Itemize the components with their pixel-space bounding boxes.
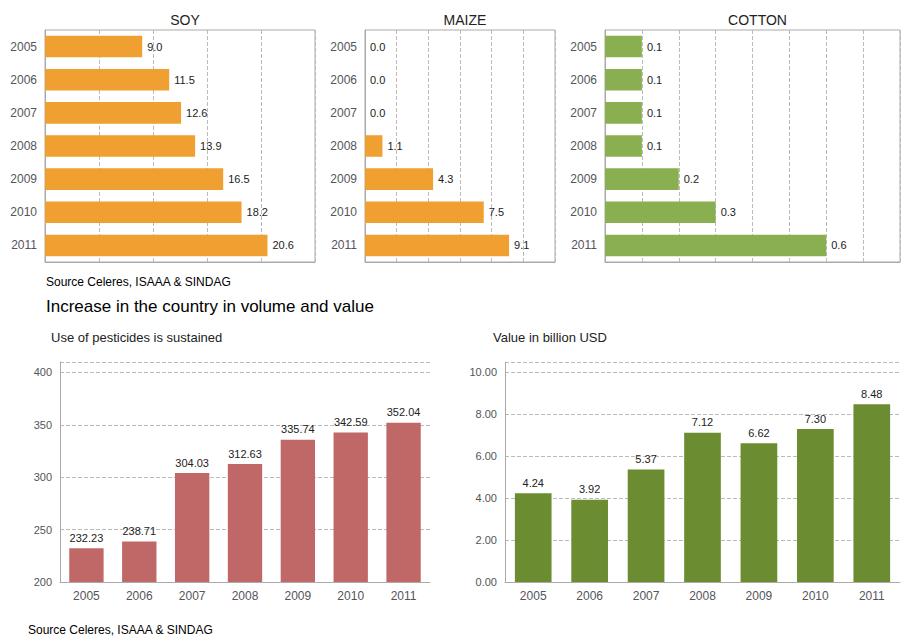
svg-text:304.03: 304.03 bbox=[175, 457, 209, 469]
svg-text:2007: 2007 bbox=[633, 589, 660, 603]
svg-text:2006: 2006 bbox=[126, 589, 153, 603]
svg-text:0.1: 0.1 bbox=[647, 41, 662, 53]
svg-text:7.12: 7.12 bbox=[692, 416, 713, 428]
svg-text:16.5: 16.5 bbox=[228, 173, 249, 185]
svg-text:0.1: 0.1 bbox=[647, 74, 662, 86]
svg-text:232.23: 232.23 bbox=[70, 532, 104, 544]
svg-text:2009: 2009 bbox=[570, 172, 597, 186]
svg-text:2010: 2010 bbox=[570, 205, 597, 219]
svg-text:0.0: 0.0 bbox=[370, 41, 385, 53]
svg-text:2010: 2010 bbox=[330, 205, 357, 219]
svg-text:8.48: 8.48 bbox=[861, 388, 882, 400]
svg-text:9.0: 9.0 bbox=[147, 41, 162, 53]
svg-text:4.3: 4.3 bbox=[438, 173, 453, 185]
svg-text:2011: 2011 bbox=[859, 589, 885, 603]
svg-text:0.2: 0.2 bbox=[684, 173, 699, 185]
svg-text:2005: 2005 bbox=[520, 589, 547, 603]
svg-text:2005: 2005 bbox=[330, 40, 357, 54]
svg-text:2006: 2006 bbox=[576, 589, 603, 603]
svg-text:0.0: 0.0 bbox=[370, 74, 385, 86]
svg-text:20.6: 20.6 bbox=[272, 239, 293, 251]
svg-text:0.0: 0.0 bbox=[370, 107, 385, 119]
svg-text:4.24: 4.24 bbox=[523, 477, 544, 489]
svg-text:2011: 2011 bbox=[11, 238, 37, 252]
svg-text:12.6: 12.6 bbox=[186, 107, 207, 119]
svg-text:4.00: 4.00 bbox=[476, 492, 497, 504]
svg-text:Increase in the country in vol: Increase in the country in volume and va… bbox=[46, 297, 374, 316]
svg-text:2.00: 2.00 bbox=[476, 534, 497, 546]
svg-text:2011: 2011 bbox=[391, 589, 417, 603]
svg-text:6.00: 6.00 bbox=[476, 450, 497, 462]
svg-text:350: 350 bbox=[34, 419, 52, 431]
svg-text:6.62: 6.62 bbox=[748, 427, 769, 439]
svg-text:2009: 2009 bbox=[330, 172, 357, 186]
svg-text:13.9: 13.9 bbox=[200, 140, 221, 152]
svg-text:5.37: 5.37 bbox=[635, 453, 656, 465]
svg-text:2007: 2007 bbox=[179, 589, 206, 603]
svg-text:2011: 2011 bbox=[331, 238, 357, 252]
svg-text:2006: 2006 bbox=[10, 73, 37, 87]
svg-text:Use of pesticides is sustained: Use of pesticides is sustained bbox=[51, 330, 222, 345]
svg-text:2010: 2010 bbox=[10, 205, 37, 219]
svg-text:Source Celeres, ISAAA & SINDAG: Source Celeres, ISAAA & SINDAG bbox=[46, 275, 231, 289]
svg-text:312.63: 312.63 bbox=[228, 448, 262, 460]
svg-text:2006: 2006 bbox=[330, 73, 357, 87]
svg-text:0.3: 0.3 bbox=[721, 206, 736, 218]
svg-text:2006: 2006 bbox=[570, 73, 597, 87]
svg-text:2010: 2010 bbox=[337, 589, 364, 603]
svg-text:342.59: 342.59 bbox=[334, 416, 368, 428]
svg-text:2007: 2007 bbox=[330, 106, 357, 120]
svg-text:400: 400 bbox=[34, 366, 52, 378]
svg-text:300: 300 bbox=[34, 471, 52, 483]
svg-text:7.30: 7.30 bbox=[805, 413, 826, 425]
svg-text:2007: 2007 bbox=[570, 106, 597, 120]
svg-text:2011: 2011 bbox=[571, 238, 597, 252]
svg-text:2008: 2008 bbox=[10, 139, 37, 153]
svg-text:352.04: 352.04 bbox=[387, 406, 421, 418]
svg-text:2009: 2009 bbox=[746, 589, 773, 603]
svg-text:10.00: 10.00 bbox=[469, 366, 497, 378]
svg-text:2005: 2005 bbox=[10, 40, 37, 54]
svg-text:7.5: 7.5 bbox=[489, 206, 504, 218]
svg-text:2008: 2008 bbox=[232, 589, 259, 603]
svg-text:COTTON: COTTON bbox=[728, 12, 787, 28]
svg-text:18.2: 18.2 bbox=[247, 206, 268, 218]
svg-text:2009: 2009 bbox=[10, 172, 37, 186]
svg-text:2005: 2005 bbox=[570, 40, 597, 54]
svg-text:2009: 2009 bbox=[285, 589, 312, 603]
svg-text:MAIZE: MAIZE bbox=[444, 12, 487, 28]
svg-text:250: 250 bbox=[34, 524, 52, 536]
svg-text:2008: 2008 bbox=[570, 139, 597, 153]
svg-text:200: 200 bbox=[34, 576, 52, 588]
svg-text:Value in billion USD: Value in billion USD bbox=[493, 330, 607, 345]
svg-text:8.00: 8.00 bbox=[476, 408, 497, 420]
svg-text:2010: 2010 bbox=[802, 589, 829, 603]
svg-text:0.00: 0.00 bbox=[476, 576, 497, 588]
svg-text:2008: 2008 bbox=[689, 589, 716, 603]
svg-text:11.5: 11.5 bbox=[174, 74, 195, 86]
svg-text:0.6: 0.6 bbox=[831, 239, 846, 251]
svg-text:3.92: 3.92 bbox=[579, 483, 600, 495]
svg-text:Source Celeres, ISAAA & SINDAG: Source Celeres, ISAAA & SINDAG bbox=[28, 623, 213, 637]
svg-text:238.71: 238.71 bbox=[122, 525, 156, 537]
svg-text:2008: 2008 bbox=[330, 139, 357, 153]
svg-text:335.74: 335.74 bbox=[281, 423, 315, 435]
svg-text:1.1: 1.1 bbox=[387, 140, 402, 152]
svg-text:2005: 2005 bbox=[73, 589, 100, 603]
svg-text:9.1: 9.1 bbox=[514, 239, 529, 251]
svg-text:2007: 2007 bbox=[10, 106, 37, 120]
svg-text:0.1: 0.1 bbox=[647, 140, 662, 152]
svg-text:0.1: 0.1 bbox=[647, 107, 662, 119]
svg-text:SOY: SOY bbox=[170, 12, 200, 28]
